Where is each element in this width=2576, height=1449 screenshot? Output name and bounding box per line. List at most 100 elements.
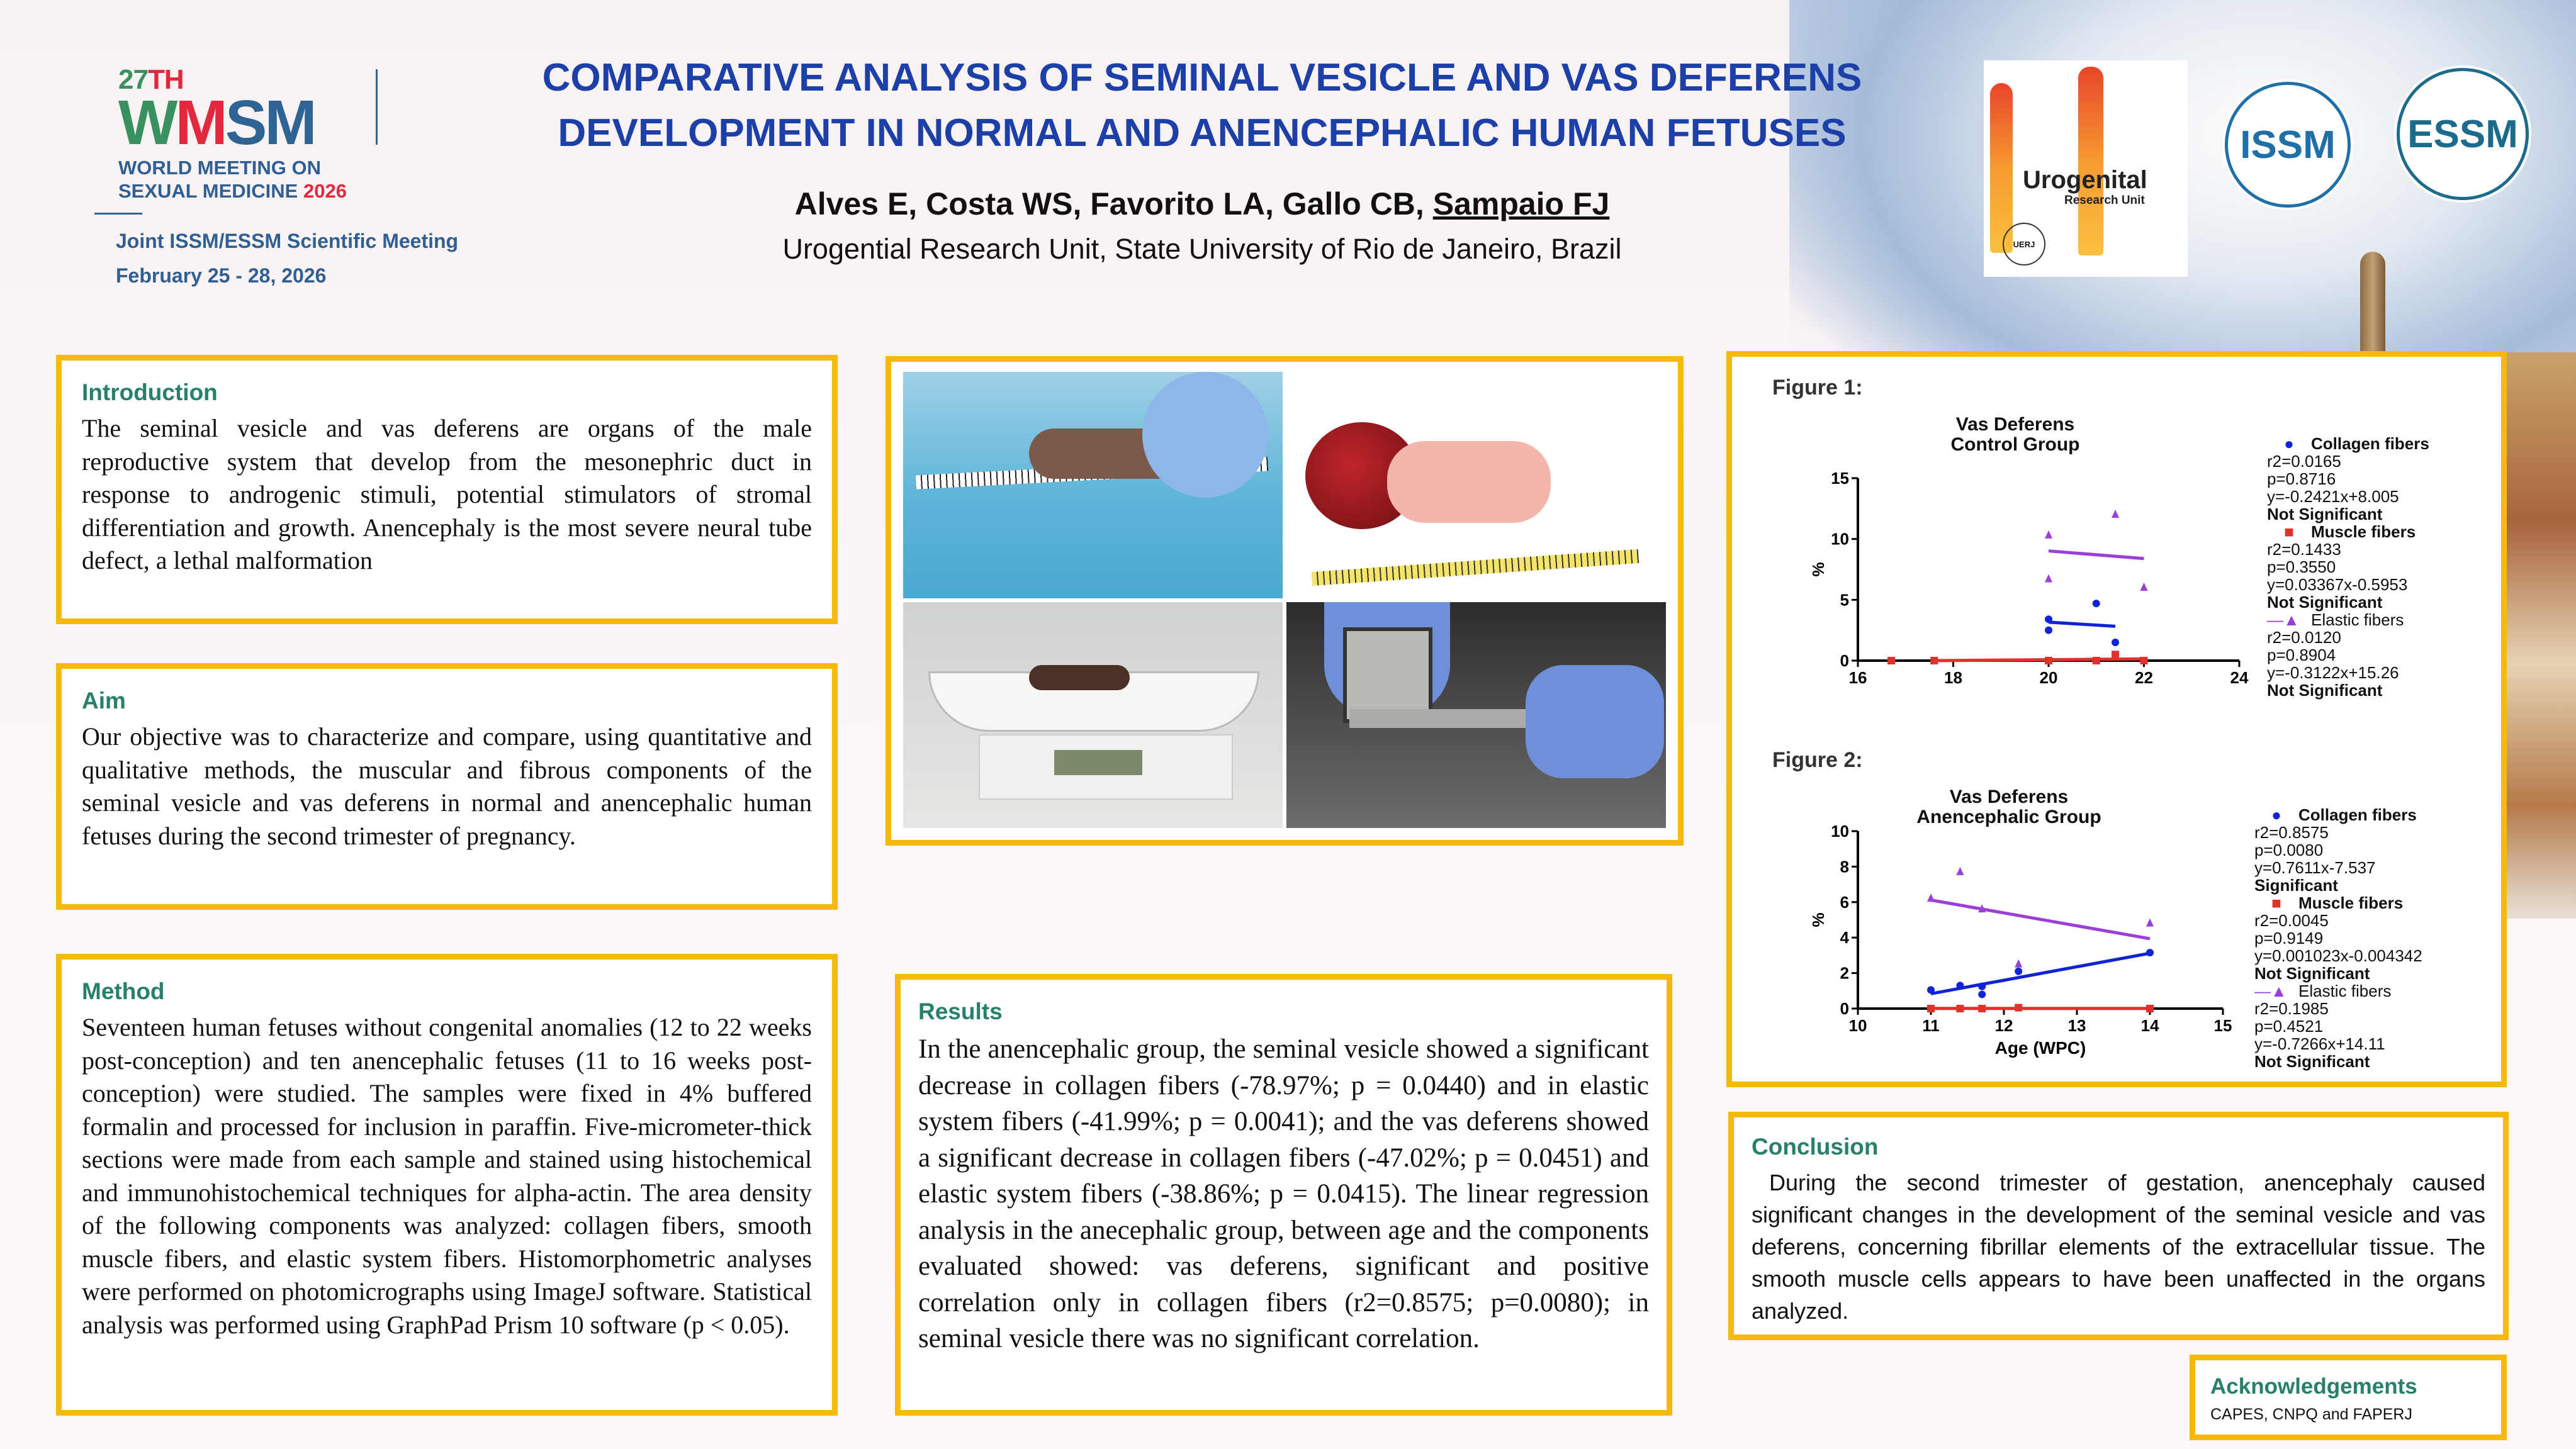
y-tick-label: 10 [1831, 822, 1849, 841]
legend-series-name: Elastic fibers [2298, 982, 2392, 1000]
legend-stat: p=0.4521 [2254, 1017, 2324, 1036]
fetus-photos-panel [886, 356, 1684, 846]
legend-stat: r2=0.1433 [2267, 540, 2341, 559]
legend-stat: p=0.8716 [2267, 469, 2336, 488]
legend-stat: y=-0.2421x+8.005 [2267, 487, 2399, 506]
legend-series-name: Elastic fibers [2311, 610, 2404, 629]
x-tick-label: 12 [1995, 1016, 2013, 1035]
y-tick-label: 10 [1831, 530, 1849, 549]
legend-stat: y=0.7611x-7.537 [2254, 858, 2376, 877]
legend-series-name: Muscle fibers [2311, 522, 2416, 541]
y-axis-label: % [1809, 912, 1828, 927]
legend-series-name: Collagen fibers [2298, 805, 2417, 824]
legend-significance: Not Significant [2267, 593, 2383, 612]
x-tick-label: 15 [2214, 1016, 2232, 1035]
legend-stat: r2=0.8575 [2254, 823, 2329, 842]
uerj-seal: UERJ [2003, 223, 2045, 266]
data-point-elastic [1956, 866, 1964, 875]
circle-marker-icon: ● [2284, 434, 2294, 453]
data-point-muscle [1927, 1005, 1935, 1012]
x-axis-label: Age (WPC) [1995, 1038, 2086, 1058]
legend-significance: Not Significant [2267, 505, 2383, 523]
spoon-shape-right [2078, 67, 2103, 255]
data-point-collagen [2045, 615, 2052, 624]
data-point-muscle [2140, 657, 2148, 664]
conference-joint: Joint ISSM/ESSM Scientific Meeting [116, 230, 459, 252]
x-tick-label: 18 [1944, 668, 1962, 687]
chart-2-svg: 10 11 12 13 14 15 0 2 4 6 8 10% Age (WPC) [1809, 822, 2232, 1058]
legend-stat: r2=0.0120 [2267, 628, 2341, 647]
square-marker-icon: ■ [2271, 893, 2281, 912]
legend-entry: ● Collagen fibers [2267, 435, 2429, 452]
y-axis-label: % [1809, 562, 1828, 576]
data-point-collagen [1927, 986, 1935, 994]
section-heading: Conclusion [1752, 1134, 1879, 1160]
legend-entry: ■ Muscle fibers [2254, 894, 2422, 912]
figure-2-label: Figure 2: [1772, 748, 1863, 772]
y-tick-label: 8 [1840, 857, 1849, 876]
data-point-elastic [2015, 959, 2023, 968]
essm-logo: ESSM [2397, 68, 2529, 200]
data-point-elastic [2146, 918, 2154, 927]
figure-1-label: Figure 1: [1772, 376, 1863, 400]
data-point-muscle [2092, 657, 2100, 664]
section-heading: Introduction [82, 379, 218, 405]
data-point-collagen [1978, 990, 1986, 999]
section-body: During the second trimester of gestation… [1752, 1170, 2485, 1324]
results-section: Results In the anencephalic group, the s… [895, 974, 1672, 1416]
section-body: Our objective was to characterize and co… [82, 722, 812, 850]
data-point-collagen [2146, 949, 2154, 957]
photo-anencephalic-fetus [1286, 372, 1666, 598]
y-tick-label: 15 [1831, 469, 1849, 488]
legend-stat: r2=0.0045 [2254, 911, 2329, 930]
acknowledgements-section: Acknowledgements CAPES, CNPQ and FAPERJ [2190, 1355, 2507, 1440]
figures-panel: Figure 1: Vas Deferens Control Group 16 1… [1726, 351, 2507, 1087]
legend-stat: y=-0.7266x+14.11 [2254, 1034, 2385, 1053]
legend-stat: y=0.03367x-0.5953 [2267, 575, 2408, 594]
data-point-muscle [1930, 657, 1938, 664]
x-tick-label: 22 [2135, 668, 2153, 687]
chart-2-legend: ● Collagen fibers r2=0.8575 p=0.0080 y=0.761… [2254, 806, 2422, 1070]
poster-title: COMPARATIVE ANALYSIS OF SEMINAL VESICLE … [542, 56, 1862, 155]
y-tick-label: 2 [1840, 964, 1849, 983]
regression-line-triangle [1930, 898, 2151, 941]
data-point-collagen [1978, 982, 1986, 990]
conclusion-section: Conclusion During the second trimester o… [1728, 1112, 2509, 1340]
line-triangle-marker-icon: —▲ [2267, 610, 2300, 629]
data-point-collagen [2112, 639, 2120, 646]
chart-1-svg: 16 18 20 22 24 0 5 10 15% [1809, 469, 2249, 687]
authors: Alves E, Costa WS, Favorito LA, Gallo CB… [794, 186, 1610, 221]
conference-dates: February 25 - 28, 2026 [116, 264, 327, 287]
introduction-section: Introduction The seminal vesicle and vas… [56, 355, 838, 624]
y-tick-label: 0 [1840, 999, 1849, 1018]
section-heading: Acknowledgements [2210, 1374, 2417, 1399]
x-tick-label: 14 [2141, 1016, 2159, 1035]
x-tick-label: 16 [1849, 668, 1867, 687]
legend-stat: p=0.8904 [2267, 646, 2336, 664]
photo-fetus-on-scale [903, 601, 1283, 828]
data-point-muscle [2146, 1005, 2154, 1012]
photo-fetus-with-ruler [903, 372, 1283, 598]
square-marker-icon: ■ [2284, 522, 2294, 541]
data-point-elastic [1927, 893, 1935, 902]
affiliation: Urogential Research Unit, State Universi… [782, 233, 1622, 265]
section-body: The seminal vesicle and vas deferens are… [82, 414, 812, 574]
legend-stat: p=0.0080 [2254, 841, 2324, 859]
legend-entry: —▲ Elastic fibers [2254, 982, 2422, 1000]
legend-series-name: Collagen fibers [2311, 434, 2429, 453]
section-body: In the anencephalic group, the seminal v… [918, 1034, 1649, 1353]
divider [94, 213, 142, 215]
clock-tower-photo [2360, 252, 2385, 359]
legend-entry: ■ Muscle fibers [2267, 523, 2429, 540]
data-point-collagen [2092, 600, 2100, 608]
method-section: Method Seventeen human fetuses without c… [56, 954, 838, 1416]
x-tick-label: 13 [2068, 1016, 2086, 1035]
aim-section: Aim Our objective was to characterize an… [56, 663, 838, 910]
data-point-elastic [2140, 583, 2148, 591]
legend-significance: Significant [2254, 876, 2338, 895]
spoon-shape-left [1990, 83, 2013, 253]
data-point-muscle [1978, 1005, 1986, 1012]
legend-significance: Not Significant [2254, 1052, 2370, 1071]
data-point-muscle [2112, 651, 2120, 659]
data-point-muscle [1887, 657, 1896, 664]
